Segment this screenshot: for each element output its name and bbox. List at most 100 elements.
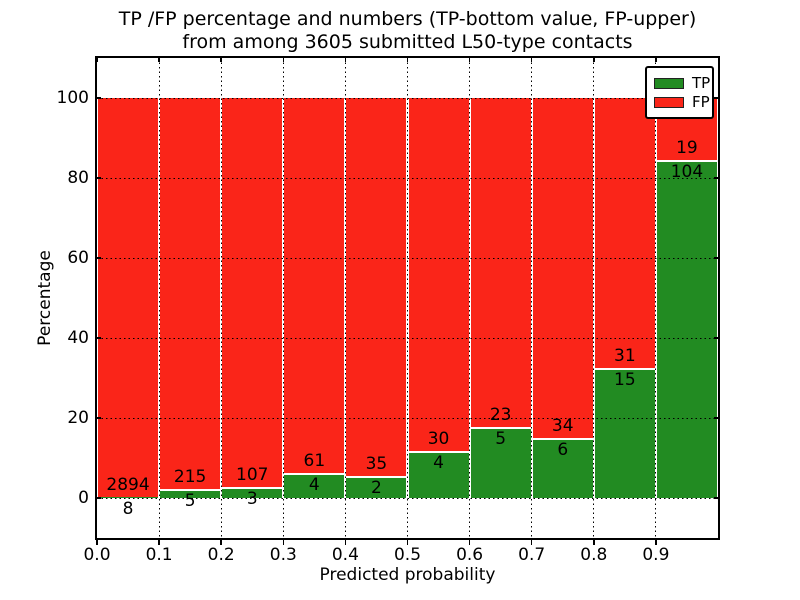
- y-tick-label: 100: [56, 88, 89, 108]
- gridline-vertical: [158, 58, 160, 538]
- gridline-vertical: [220, 58, 222, 538]
- x-tick-mark-bottom: [344, 540, 347, 545]
- x-tick-label: 0.9: [642, 545, 670, 565]
- x-tick-mark-top: [96, 58, 98, 62]
- bar-segment-fp: [284, 98, 345, 474]
- bar-tp-count-label: 6: [557, 440, 569, 460]
- bar-segment-tp: [284, 473, 345, 498]
- bar-segment-tp: [594, 367, 655, 498]
- y-tick-mark-right: [714, 497, 718, 499]
- bar-segment-tp: [98, 496, 159, 498]
- gridline-horizontal: [97, 177, 718, 179]
- bar-segment-tp: [222, 487, 283, 498]
- y-tick-label: 80: [67, 168, 89, 188]
- x-tick-mark-top: [593, 58, 595, 62]
- bar-bin: [97, 98, 160, 498]
- x-tick-label: 0.1: [145, 545, 173, 565]
- x-axis-label: Predicted probability: [319, 565, 496, 585]
- bar-bin: [593, 98, 656, 498]
- gridline-vertical: [531, 58, 533, 538]
- x-tick-label: 0.4: [331, 545, 359, 565]
- gridline-vertical: [407, 58, 408, 538]
- legend-entry-fp: FP: [654, 94, 712, 111]
- y-tick-mark-left: [97, 257, 101, 259]
- bar-segment-fp: [594, 98, 655, 368]
- y-tick-mark-right: [714, 337, 718, 339]
- y-tick-mark-left: [97, 337, 101, 339]
- y-tick-mark-left: [97, 97, 101, 99]
- legend-label-fp: FP: [692, 93, 710, 111]
- chart-title-line1: TP /FP percentage and numbers (TP-bottom…: [118, 8, 697, 30]
- bar-bin: [283, 98, 346, 498]
- bar-fp-count-label: 2894: [106, 474, 150, 495]
- x-tick-label: 0.0: [83, 545, 111, 565]
- bar-segment-tp: [470, 426, 531, 498]
- bar-segment-tp: [160, 488, 221, 498]
- y-tick-label: 60: [67, 248, 89, 268]
- x-tick-mark-bottom: [468, 540, 471, 545]
- y-tick-label: 0: [78, 488, 89, 508]
- bar-segment-fp: [222, 98, 283, 488]
- bar-fp-count-label: 107: [236, 465, 269, 486]
- bar-bin: [159, 98, 222, 498]
- x-tick-mark-top: [344, 58, 347, 62]
- x-tick-label: 0.8: [580, 545, 608, 565]
- bar-fp-count-label: 31: [614, 345, 636, 366]
- chart-title: TP /FP percentage and numbers (TP-bottom…: [97, 8, 718, 54]
- x-tick-label: 0.2: [207, 545, 235, 565]
- bar-fp-count-label: 34: [551, 416, 574, 436]
- x-tick-mark-bottom: [406, 540, 409, 545]
- x-tick-label: 0.6: [456, 545, 484, 565]
- bar-bin: [655, 98, 718, 498]
- gridline-horizontal: [97, 337, 718, 339]
- bar-segment-fp: [408, 98, 469, 451]
- x-tick-mark-top: [406, 58, 409, 62]
- bar-segment-fp: [532, 98, 593, 438]
- bar-tp-count-label: 5: [184, 490, 196, 511]
- bar-segment-fp: [470, 98, 531, 427]
- y-tick-label: 40: [67, 328, 89, 348]
- legend-entry-tp: TP: [654, 75, 712, 92]
- gridline-vertical: [282, 58, 284, 538]
- bar-tp-count-label: 2: [371, 478, 382, 499]
- bar-bin: [407, 98, 470, 498]
- bar-fp-count-label: 215: [173, 466, 207, 487]
- bar-tp-count-label: 8: [122, 498, 134, 519]
- y-tick-mark-left: [97, 177, 101, 179]
- y-tick-mark-left: [97, 497, 101, 499]
- gridline-horizontal: [97, 97, 718, 99]
- tp-color-swatch: [654, 78, 684, 89]
- gridline-horizontal: [97, 497, 718, 499]
- legend-label-tp: TP: [692, 74, 711, 92]
- gridline-vertical: [469, 58, 471, 538]
- bar-segment-tp: [656, 159, 717, 498]
- x-tick-mark-bottom: [530, 540, 533, 545]
- x-tick-mark-top: [530, 58, 533, 62]
- bar-segment-tp: [408, 450, 469, 498]
- y-tick-mark-right: [714, 177, 718, 179]
- y-tick-mark-left: [97, 417, 101, 419]
- x-tick-mark-bottom: [96, 540, 98, 545]
- x-tick-label: 0.7: [518, 545, 546, 565]
- x-tick-mark-top: [468, 58, 471, 62]
- legend: TP FP: [645, 66, 714, 119]
- y-tick-mark-right: [714, 417, 718, 419]
- y-tick-label: 20: [67, 408, 89, 428]
- gridline-horizontal: [97, 257, 718, 259]
- bar-segment-fp: [160, 98, 221, 489]
- y-tick-mark-right: [714, 97, 718, 99]
- bar-fp-count-label: 30: [427, 428, 450, 449]
- bar-bin: [221, 98, 284, 498]
- bar-segment-fp: [346, 98, 407, 477]
- x-tick-mark-top: [220, 58, 222, 62]
- x-tick-label: 0.3: [269, 545, 297, 565]
- bar-tp-count-label: 4: [433, 452, 444, 473]
- bar-fp-count-label: 35: [365, 454, 388, 475]
- bar-segment-tp: [532, 438, 593, 498]
- gridline-horizontal: [97, 417, 718, 419]
- bar-tp-count-label: 5: [495, 428, 507, 449]
- x-tick-label: 0.5: [393, 545, 422, 565]
- gridline-vertical: [593, 58, 595, 538]
- fp-color-swatch: [654, 97, 684, 108]
